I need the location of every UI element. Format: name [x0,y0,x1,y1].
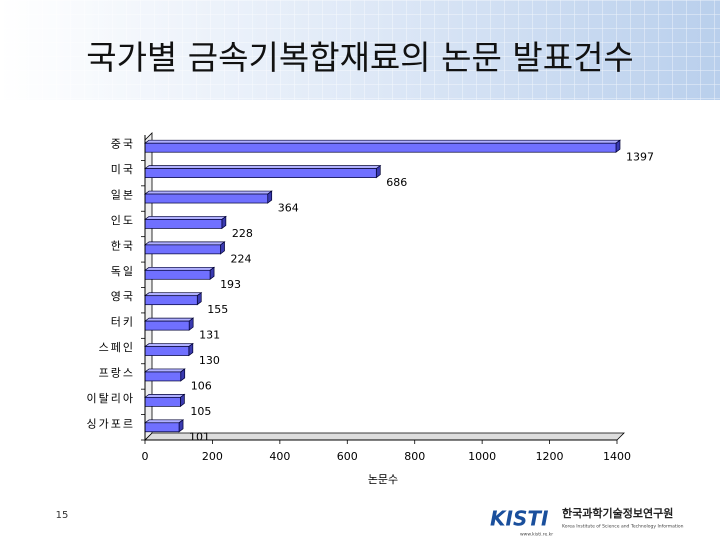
y-tick-label: 미국 [111,163,135,176]
y-tick-label: 중국 [111,138,135,151]
x-tick-label: 400 [269,450,290,463]
bar-top [143,266,216,271]
bar [144,320,190,331]
bar-top [143,394,186,398]
slide-title: 국가별 금속기복합재료의 논문 발표건수 [86,38,634,77]
y-tick-label: 터키 [111,316,135,329]
y-tick-label: 스페인 [99,341,135,354]
x-tick-label: 1200 [536,450,564,463]
logo-subtitle: Korea Institute of Science and Technolog… [562,524,684,530]
bar-top [143,165,382,169]
data-label: 155 [207,303,228,316]
y-tick-label: 프랑스 [99,366,135,379]
bar [144,397,181,407]
x-tick-label: 800 [404,450,425,463]
data-label: 193 [220,278,241,291]
floor [144,432,625,441]
bar-top [143,343,194,347]
logo-mark: KISTI [490,507,549,531]
bar [144,295,198,306]
chart: 논문수 0 200 400 600 800 1000 1200 1400 중국 1397 미국 686… [87,132,654,486]
data-label: 101 [189,430,210,443]
side-wall [144,132,153,441]
x-axis-label: 논문수 [368,473,398,486]
y-tick-label: 독일 [111,264,135,278]
bar [144,269,211,280]
logo-url: www.kisti.re.kr [520,532,553,538]
bar-top [143,292,203,297]
data-label: 105 [190,405,211,418]
logo-name: 한국과학기술정보연구원 [562,506,673,520]
bar [144,219,223,229]
bar [144,371,182,382]
x-tick-label: 200 [202,450,223,463]
y-tick-label: 한국 [111,239,135,252]
data-label: 364 [278,202,299,215]
y-tick-label: 인도 [111,214,135,227]
bar-top [143,317,195,322]
bar [144,142,617,153]
data-label: 1397 [626,151,654,164]
bar-top [143,139,622,144]
bar-top [143,241,226,246]
bar-top [143,216,227,220]
bar-top [143,419,185,424]
x-tick-label: 1400 [603,450,631,463]
bar [144,346,190,356]
y-tick-label: 싱가포르 [87,417,135,430]
x-tick-label: 0 [142,450,149,463]
y-tick-label: 영국 [111,290,135,303]
page-number: 15 [56,510,69,521]
bar [144,193,269,204]
logo: KISTI 한국과학기술정보연구원 Korea Institute of Sci… [490,506,684,538]
data-label: 130 [199,354,220,367]
bar [144,244,221,255]
header-grid [0,0,720,100]
bar [144,422,180,433]
data-label: 228 [232,227,253,240]
data-label: 686 [386,176,407,189]
bar [144,168,377,178]
data-label: 106 [191,379,212,392]
x-tick-label: 1000 [468,450,496,463]
bar-top [143,368,186,373]
data-label: 131 [199,329,220,342]
y-tick-label: 이탈리아 [87,392,135,405]
bar-top [143,190,273,195]
y-tick-label: 일본 [111,188,135,202]
data-label: 224 [231,252,252,265]
x-tick-label: 600 [337,450,358,463]
